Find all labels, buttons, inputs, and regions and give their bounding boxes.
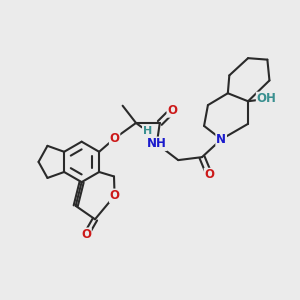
Text: OH: OH (256, 92, 276, 105)
Text: O: O (81, 228, 91, 241)
Text: O: O (204, 169, 214, 182)
Text: N: N (216, 133, 226, 146)
Text: O: O (167, 104, 177, 117)
Text: H: H (143, 126, 152, 136)
Text: NH: NH (147, 137, 167, 150)
Text: O: O (110, 132, 120, 145)
Text: N: N (216, 133, 226, 146)
Text: O: O (110, 189, 120, 202)
